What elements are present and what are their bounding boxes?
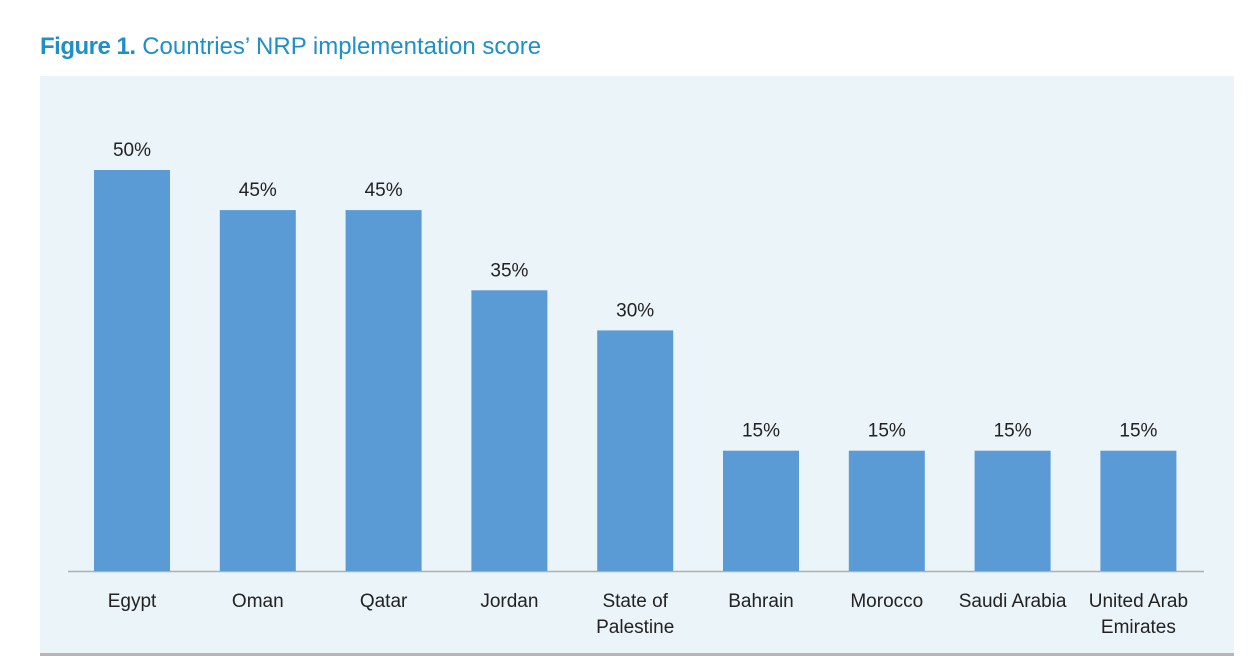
bar-oman [219, 210, 296, 571]
category-label: Morocco [850, 591, 923, 612]
category-label: Saudi Arabia [959, 591, 1067, 612]
bottom-rule [40, 653, 1234, 656]
category-label-line: Morocco [850, 591, 923, 612]
bar-saudi-arabia [974, 450, 1051, 571]
value-label: 30% [616, 300, 654, 321]
category-label: Jordan [480, 591, 538, 612]
bar-qatar [345, 210, 422, 571]
category-label-line: Saudi Arabia [959, 591, 1067, 612]
category-label: Oman [232, 591, 284, 612]
bar-state-of-palestine [597, 330, 674, 571]
category-label-line: Qatar [360, 591, 408, 612]
value-label: 45% [239, 180, 277, 201]
bar-united-arab-emirates [1100, 450, 1177, 571]
bar-egypt [94, 170, 170, 571]
value-label: 15% [994, 421, 1032, 442]
figure-label: Figure 1. [40, 33, 136, 60]
category-label-line: Palestine [596, 617, 674, 638]
category-label-line: Emirates [1101, 617, 1176, 638]
category-label-line: Bahrain [728, 591, 794, 612]
category-label-line: United Arab [1089, 591, 1188, 612]
value-label: 35% [490, 260, 528, 281]
category-label-line: Oman [232, 591, 284, 612]
category-label: Qatar [360, 591, 408, 612]
figure-caption: Countries’ NRP implementation score [142, 33, 542, 60]
value-label: 45% [365, 180, 403, 201]
category-label: State of Palestine [596, 591, 674, 638]
value-label: 15% [1119, 421, 1157, 442]
value-label: 50% [113, 140, 151, 161]
category-label-line: Egypt [108, 591, 157, 612]
category-label-line: State of [602, 591, 668, 612]
bar-bahrain [723, 450, 799, 571]
value-label: 15% [742, 421, 780, 442]
bar-morocco [848, 450, 925, 571]
category-label: Egypt [108, 591, 157, 612]
category-label-line: Jordan [480, 591, 538, 612]
bar-jordan [471, 290, 548, 571]
category-label: Bahrain [728, 591, 794, 612]
figure-title: Figure 1. Countries’ NRP implementation … [40, 30, 541, 64]
category-label: United Arab Emirates [1089, 591, 1188, 638]
value-label: 15% [868, 421, 906, 442]
